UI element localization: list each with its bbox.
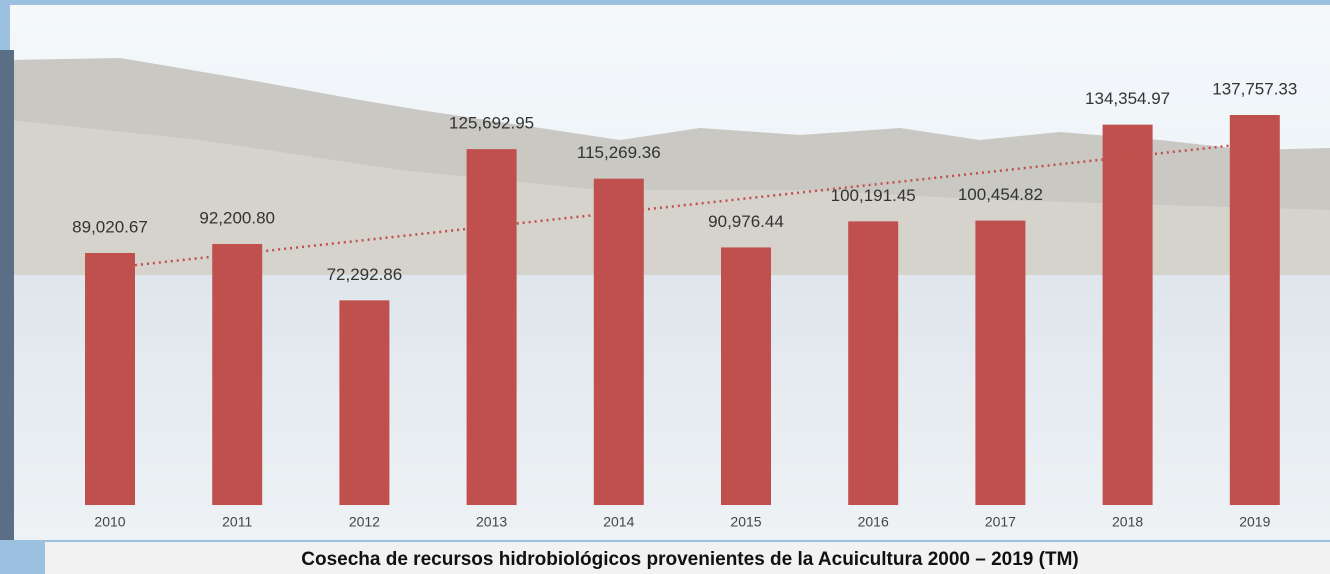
data-label: 90,976.44 <box>708 212 784 231</box>
x-tick-label: 2019 <box>1239 514 1270 530</box>
data-label: 100,191.45 <box>831 186 916 205</box>
data-label: 115,269.36 <box>577 143 661 162</box>
bar <box>721 247 771 505</box>
data-label: 89,020.67 <box>72 217 148 236</box>
data-label: 134,354.97 <box>1085 89 1170 108</box>
data-label: 125,692.95 <box>449 114 534 133</box>
bar <box>593 178 644 505</box>
x-tick-label: 2011 <box>222 514 252 530</box>
x-tick-label: 2017 <box>985 514 1016 530</box>
bar <box>1102 124 1153 506</box>
data-label: 72,292.86 <box>327 265 403 284</box>
bar <box>212 243 263 505</box>
chart-title: Cosecha de recursos hidrobiológicos prov… <box>301 549 1078 570</box>
x-tick-label: 2014 <box>603 514 634 530</box>
data-label: 92,200.80 <box>199 208 275 227</box>
x-tick-label: 2018 <box>1112 514 1143 530</box>
bar <box>975 220 1026 505</box>
bar <box>339 300 390 505</box>
bar <box>85 252 135 505</box>
x-tick-label: 2015 <box>730 514 761 530</box>
bar <box>1229 115 1280 505</box>
x-tick-label: 2010 <box>94 514 125 530</box>
x-tick-label: 2016 <box>858 514 889 530</box>
bar <box>848 221 899 506</box>
data-label: 100,454.82 <box>958 185 1043 204</box>
x-tick-label: 2013 <box>476 514 507 530</box>
x-tick-label: 2012 <box>349 514 380 530</box>
bar <box>466 149 517 506</box>
data-label: 137,757.33 <box>1212 79 1297 98</box>
